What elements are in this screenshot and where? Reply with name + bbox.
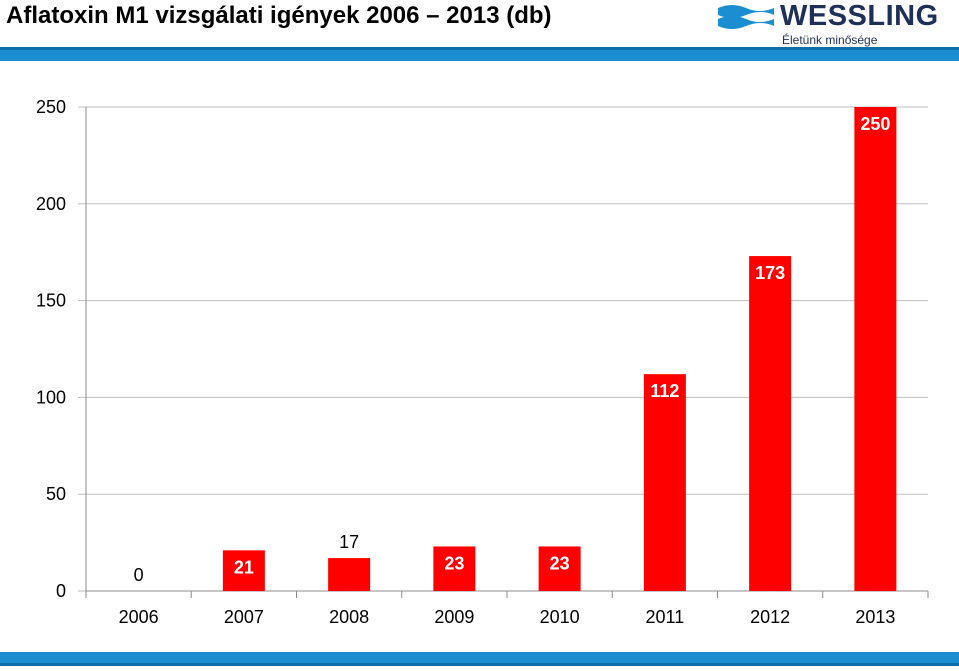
x-tick-label: 2011 [646,607,685,627]
bar [749,256,792,591]
bar [433,546,476,591]
bar-chart: 0 50 100 150 200 250 0 2006 21 2007 17 2008 23 2009 23… [36,97,929,627]
top-accent-band [0,47,959,61]
bar [538,546,581,591]
data-label: 23 [444,553,464,573]
logo-tagline: Életünk minősége [782,33,878,47]
wessling-logo: WESSLING Életünk minősége [718,0,954,50]
y-tick-label: 0 [56,581,66,601]
bar [328,558,371,591]
page-title: Aflatoxin M1 vizsgálati igények 2006 – 2… [6,2,552,29]
data-label: 0 [134,565,144,585]
logo-brand-name: WESSLING [780,0,939,32]
x-tick-label: 2008 [329,607,369,627]
y-tick-label: 250 [36,97,66,117]
y-tick-label: 100 [36,387,66,407]
x-tick-label: 2006 [119,607,159,627]
y-tick-label: 50 [46,484,66,504]
bar [643,374,686,591]
x-tick-label: 2009 [434,607,474,627]
bar [222,550,265,591]
data-label: 23 [550,553,570,573]
data-label: 173 [755,263,785,283]
top-accent-strip [0,47,959,50]
x-tick-label: 2007 [224,607,264,627]
bottom-accent-band [0,652,959,666]
bottom-accent-strip [0,663,959,666]
data-label: 17 [339,532,359,552]
data-label: 21 [234,557,254,577]
wave-logo-icon [718,5,774,29]
y-tick-label: 200 [36,194,66,214]
y-tick-label: 150 [36,291,66,311]
bar [854,107,897,591]
x-tick-label: 2012 [750,607,790,627]
x-tick-label: 2010 [540,607,580,627]
x-tick-label: 2013 [855,607,895,627]
data-label: 112 [650,381,679,401]
data-label: 250 [860,114,890,134]
